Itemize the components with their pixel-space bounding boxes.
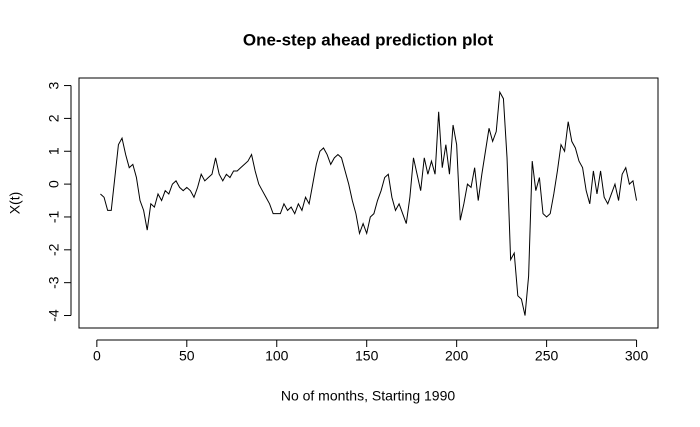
x-tick-label: 250 (535, 348, 559, 364)
y-tick-label: 0 (46, 180, 62, 188)
x-tick-label: 0 (93, 348, 101, 364)
y-tick-label: 1 (46, 147, 62, 155)
x-tick-label: 200 (445, 348, 469, 364)
y-tick-label: -2 (46, 243, 62, 256)
x-tick-label: 50 (179, 348, 195, 364)
x-tick-label: 100 (265, 348, 289, 364)
y-tick-label: -3 (46, 276, 62, 289)
x-tick-label: 150 (355, 348, 379, 364)
y-tick-label: 3 (46, 81, 62, 89)
y-tick-label: 2 (46, 114, 62, 122)
x-axis-label: No of months, Starting 1990 (281, 388, 456, 404)
y-tick-label: -4 (46, 309, 62, 322)
plot-box (78, 77, 659, 329)
y-axis-label: X(t) (7, 192, 23, 215)
data-line (100, 90, 638, 316)
chart-title: One-step ahead prediction plot (243, 30, 494, 49)
x-tick-label: 300 (625, 348, 649, 364)
y-tick-label: -1 (46, 211, 62, 224)
